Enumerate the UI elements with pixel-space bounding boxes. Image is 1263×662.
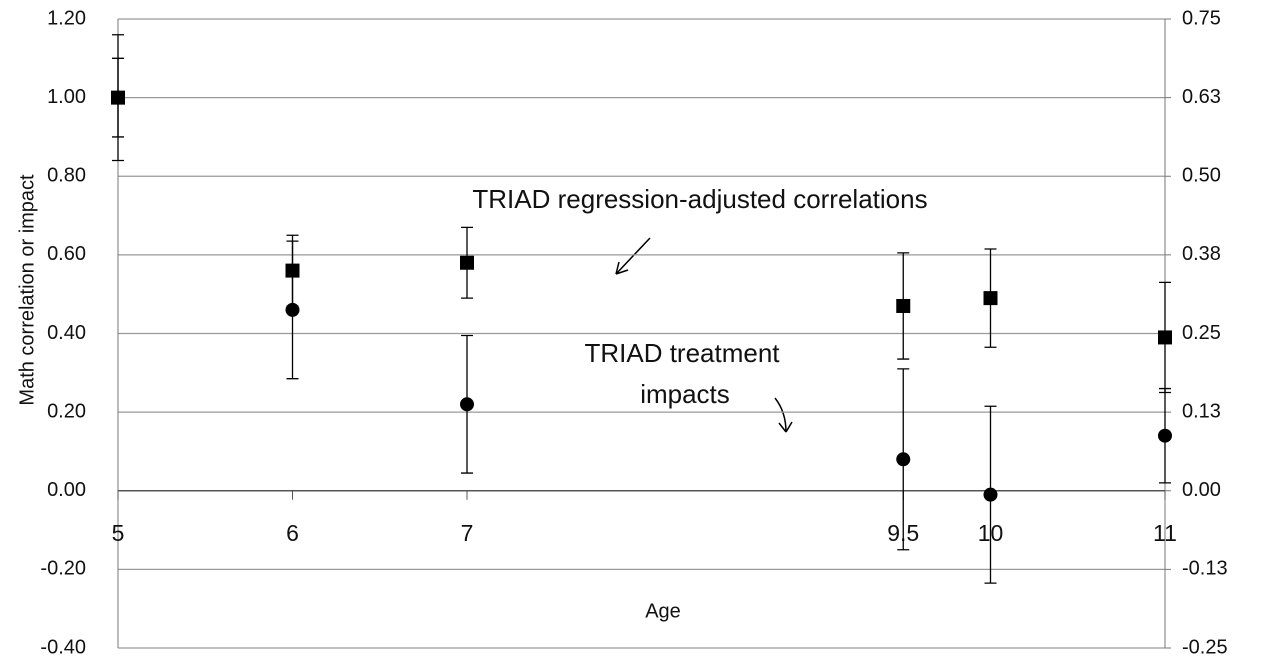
annotation: TRIAD regression-adjusted correlations: [472, 184, 927, 214]
y-tick-label: 1.20: [47, 7, 86, 29]
marker: [111, 90, 125, 105]
marker: [460, 397, 474, 412]
x-tick-label: 11: [1153, 520, 1177, 546]
marker: [285, 302, 300, 317]
y-tick-label: 0.20: [47, 400, 86, 422]
annotation-arrow: [774, 397, 793, 433]
marker: [1158, 330, 1172, 345]
y-tick-label: -0.40: [40, 636, 86, 658]
y-tick-label: 0.60: [47, 243, 86, 265]
marker: [896, 452, 911, 467]
annotation-arrow: [615, 237, 651, 275]
y2-tick-label: 0.75: [1182, 7, 1221, 29]
x-tick-label: 7: [461, 520, 474, 546]
y2-tick-label: -0.25: [1182, 636, 1228, 658]
x-tick-label: 6: [286, 520, 299, 546]
y-tick-label: 0.80: [47, 165, 86, 187]
y2-tick-label: 0.13: [1182, 400, 1221, 422]
y2-tick-label: 0.25: [1182, 322, 1221, 344]
x-axis-label: Age: [645, 600, 681, 622]
marker: [1158, 428, 1172, 443]
y-tick-label: 0.40: [47, 322, 86, 344]
y2-tick-label: 0.63: [1182, 86, 1221, 108]
y2-tick-label: 0.00: [1182, 479, 1221, 501]
annotation: TRIAD treatment: [584, 338, 780, 368]
y-tick-label: 1.00: [47, 86, 86, 108]
y-tick-label: 0.00: [47, 479, 86, 501]
y2-tick-label: 0.50: [1182, 165, 1221, 187]
annotation: impacts: [640, 379, 730, 409]
x-tick-label: 5: [112, 520, 125, 546]
marker: [983, 291, 998, 306]
marker: [460, 255, 474, 270]
y2-tick-label: 0.38: [1182, 243, 1221, 265]
y-axis-label: Math correlation or impact: [16, 174, 38, 406]
marker: [896, 298, 911, 313]
y-tick-label: -0.20: [40, 558, 86, 580]
marker: [983, 487, 998, 502]
y2-tick-label: -0.13: [1182, 558, 1228, 580]
